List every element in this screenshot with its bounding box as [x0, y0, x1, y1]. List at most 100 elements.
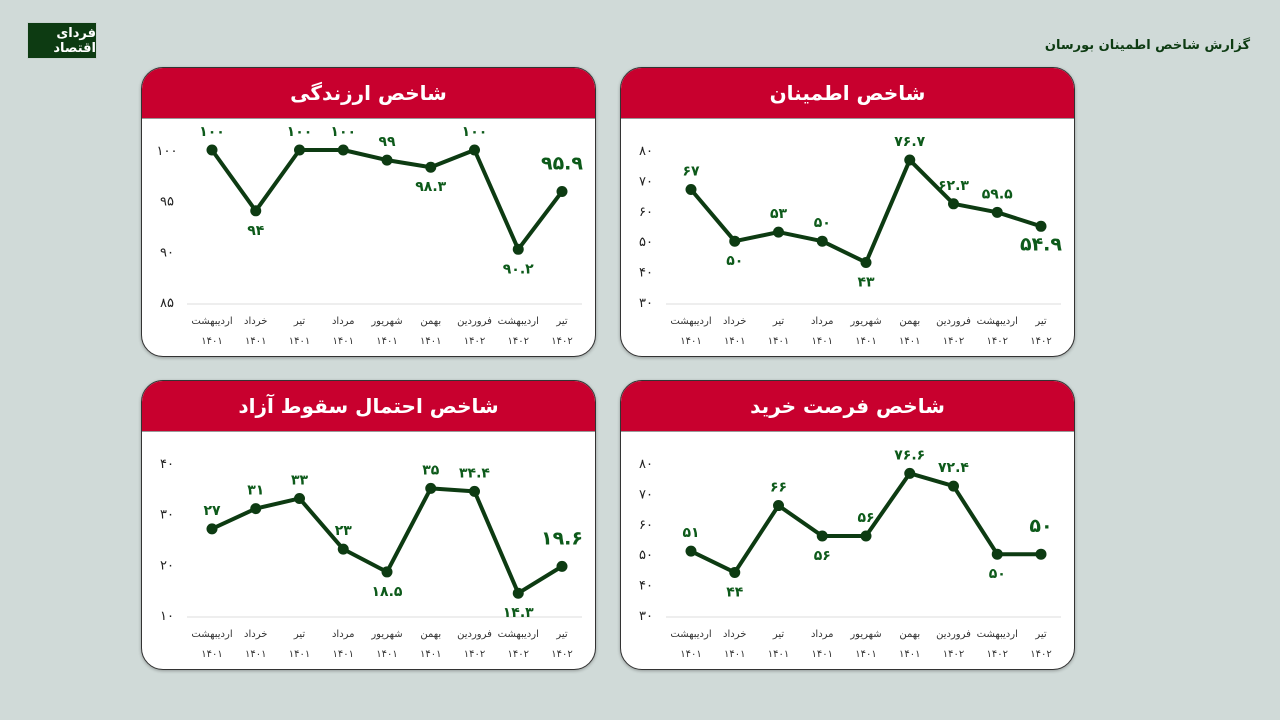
data-label: ۷۶.۶	[894, 447, 925, 463]
x-tick-label: خرداد	[723, 316, 746, 327]
x-tick-label: خرداد	[244, 316, 267, 327]
data-label: ۱۰۰	[462, 124, 488, 140]
data-point	[948, 480, 959, 492]
data-point	[991, 548, 1003, 560]
y-tick-label: ۸۰	[639, 457, 653, 472]
y-tick-label: ۵۰	[639, 548, 653, 563]
x-tick-label: فروردین	[936, 629, 971, 640]
x-tick-year: ۱۴۰۱	[376, 336, 397, 347]
y-tick-label: ۱۰۰	[157, 144, 178, 159]
data-label: ۵۱	[682, 525, 699, 541]
chart-svg: ۳۰ ۴۰ ۵۰ ۶۰ ۷۰ ۸۰ اردیبهشت ۱۴۰۱ خرداد ۱۴۰۱ تیر ۱۴۰۱…	[639, 134, 1062, 347]
report-title: گزارش شاخص اطمینان بورسان	[1044, 38, 1250, 53]
y-tick-label: ۹۰	[160, 245, 174, 260]
data-label: ۹۸.۳	[415, 179, 446, 195]
data-label: ۹۵.۹	[541, 153, 583, 175]
chart-card-buy-opportunity: شاخص فرصت خرید ۳۰ ۴۰ ۵۰ ۶۰ ۷۰ ۸۰ اردیبهشت ۱۴۰۱ خ…	[620, 380, 1075, 670]
data-point	[337, 543, 349, 555]
x-tick-label: اردیبهشت	[191, 629, 232, 640]
x-tick-label: تیر	[555, 629, 568, 640]
x-tick-year: ۱۴۰۱	[680, 336, 701, 347]
x-tick-label: تیر	[555, 316, 568, 327]
x-tick-label: مرداد	[811, 316, 834, 327]
x-tick-year: ۱۴۰۲	[464, 649, 485, 660]
data-point	[904, 467, 916, 479]
x-tick-year: ۱۴۰۲	[1030, 336, 1051, 347]
data-label: ۳۱	[247, 483, 264, 499]
data-point	[556, 560, 568, 572]
x-tick-label: اردیبهشت	[977, 629, 1018, 640]
data-label: ۳۴.۴	[459, 465, 490, 481]
data-label: ۹۰.۲	[503, 261, 534, 277]
chart-card-value: شاخص ارزندگی ۸۵ ۹۰ ۹۵ ۱۰۰ اردیبهشت ۱۴۰۱ خرداد ۱…	[141, 67, 596, 357]
x-tick-label: مرداد	[332, 629, 355, 640]
y-tick-label: ۴۰	[639, 266, 653, 281]
y-tick-label: ۵۰	[639, 235, 653, 250]
x-tick-year: ۱۴۰۲	[464, 336, 485, 347]
x-tick-label: بهمن	[420, 629, 441, 640]
data-label: ۵۰	[989, 566, 1006, 582]
data-label: ۴۴	[726, 584, 744, 600]
y-tick-label: ۸۵	[160, 296, 174, 311]
x-tick-year: ۱۴۰۱	[376, 649, 397, 660]
x-tick-year: ۱۴۰۲	[1030, 649, 1051, 660]
x-tick-year: ۱۴۰۱	[812, 649, 833, 660]
y-tick-label: ۹۵	[160, 195, 174, 210]
data-label: ۵۹.۵	[982, 186, 1013, 202]
data-point	[250, 205, 262, 217]
data-label: ۵۳	[770, 206, 788, 222]
data-point	[729, 235, 741, 247]
data-label: ۱۰۰	[199, 124, 225, 140]
x-tick-label: خرداد	[723, 629, 746, 640]
x-tick-label: شهریور	[370, 316, 402, 327]
data-label: ۶۶	[770, 480, 787, 496]
x-tick-label: تیر	[293, 316, 306, 327]
x-tick-year: ۱۴۰۱	[855, 336, 876, 347]
data-point	[729, 566, 741, 578]
data-label: ۷۲.۴	[938, 460, 969, 476]
data-point	[773, 226, 784, 238]
data-point	[294, 144, 305, 156]
data-point	[685, 545, 697, 557]
x-tick-label: تیر	[293, 629, 306, 640]
data-point	[425, 482, 437, 494]
x-tick-year: ۱۴۰۲	[508, 649, 529, 660]
y-tick-label: ۷۰	[639, 174, 653, 189]
data-point	[991, 206, 1003, 218]
data-point	[425, 161, 437, 173]
x-tick-label: فروردین	[457, 316, 492, 327]
y-tick-label: ۷۰	[639, 487, 653, 502]
y-tick-label: ۲۰	[160, 558, 174, 573]
data-label: ۵۴.۹	[1020, 233, 1062, 255]
data-point	[860, 530, 872, 542]
y-tick-label: ۶۰	[639, 205, 653, 220]
data-label: ۴۳	[857, 274, 875, 290]
data-point	[206, 144, 218, 156]
data-point	[1035, 548, 1047, 560]
x-tick-label: اردیبهشت	[498, 316, 539, 327]
x-tick-year: ۱۴۰۲	[943, 336, 964, 347]
data-point	[512, 243, 524, 255]
x-tick-label: شهریور	[370, 629, 402, 640]
data-label: ۱۰۰	[330, 124, 356, 140]
x-tick-year: ۱۴۰۱	[201, 336, 222, 347]
x-tick-label: خرداد	[244, 629, 267, 640]
y-tick-label: ۴۰	[160, 457, 174, 472]
data-label: ۹۹	[378, 134, 396, 150]
data-point	[948, 198, 959, 210]
x-tick-label: فروردین	[936, 316, 971, 327]
data-point	[250, 503, 262, 515]
x-tick-label: شهریور	[849, 629, 881, 640]
data-point	[337, 144, 349, 156]
x-tick-year: ۱۴۰۱	[724, 649, 745, 660]
chart-title: شاخص احتمال سقوط آزاد	[142, 381, 595, 432]
x-tick-year: ۱۴۰۱	[201, 649, 222, 660]
logo: فردای اقتصاد	[27, 22, 97, 59]
data-label: ۵۰	[726, 253, 743, 269]
data-label: ۵۰	[814, 215, 831, 231]
data-label: ۲۳	[335, 523, 353, 539]
chart-svg: ۸۵ ۹۰ ۹۵ ۱۰۰ اردیبهشت ۱۴۰۱ خرداد ۱۴۰۱ تیر ۱۴۰۱ مرد…	[157, 124, 584, 347]
y-tick-label: ۳۰	[639, 296, 653, 311]
data-label: ۵۰	[1029, 515, 1052, 537]
data-label: ۳۵	[422, 462, 440, 478]
